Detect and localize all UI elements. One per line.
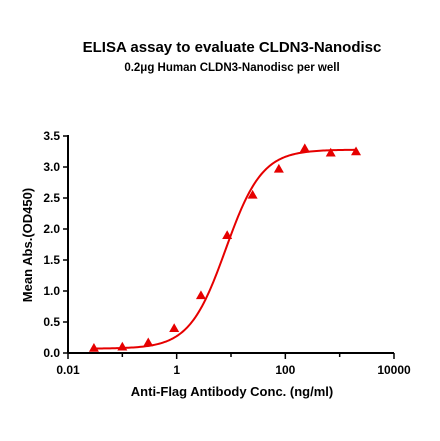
y-tick-label: 2.0 — [43, 222, 60, 236]
y-tick-label: 3.5 — [43, 129, 60, 143]
data-point — [143, 337, 154, 347]
data-point — [88, 343, 99, 352]
data-point — [195, 290, 206, 300]
x-tick-label: 100 — [275, 363, 295, 377]
data-point — [351, 146, 362, 156]
data-point — [273, 163, 284, 173]
data-point — [299, 143, 310, 153]
data-point — [117, 341, 128, 351]
y-tick-label: 1.0 — [43, 284, 60, 298]
y-tick-label: 1.5 — [43, 253, 60, 267]
data-points — [88, 143, 362, 352]
data-point — [325, 147, 336, 157]
chart-subtitle: 0.2μg Human CLDN3-Nanodisc per well — [124, 62, 339, 74]
x-tick-label: 0.01 — [56, 363, 80, 377]
y-tick-label: 0.0 — [43, 346, 60, 360]
x-axis-label: Anti-Flag Antibody Conc. (ng/ml) — [131, 384, 333, 399]
y-tick-label: 0.5 — [43, 315, 60, 329]
x-axis-ticks: 0.01 1 100 10000 — [56, 353, 411, 377]
data-point — [222, 230, 233, 239]
axes — [67, 135, 394, 354]
chart-title: ELISA assay to evaluate CLDN3-Nanodisc — [83, 39, 382, 56]
data-point — [169, 323, 180, 332]
x-tick-label: 10000 — [377, 363, 411, 377]
y-tick-label: 2.5 — [43, 191, 60, 205]
x-tick-label: 1 — [173, 363, 180, 377]
y-axis-ticks: 0.0 0.5 1.0 1.5 2.0 2.5 3.0 3.5 — [43, 129, 68, 360]
data-point — [247, 189, 258, 199]
y-tick-label: 3.0 — [43, 160, 60, 174]
y-axis-label: Mean Abs.(OD450) — [20, 188, 35, 302]
fit-curve — [93, 148, 357, 350]
